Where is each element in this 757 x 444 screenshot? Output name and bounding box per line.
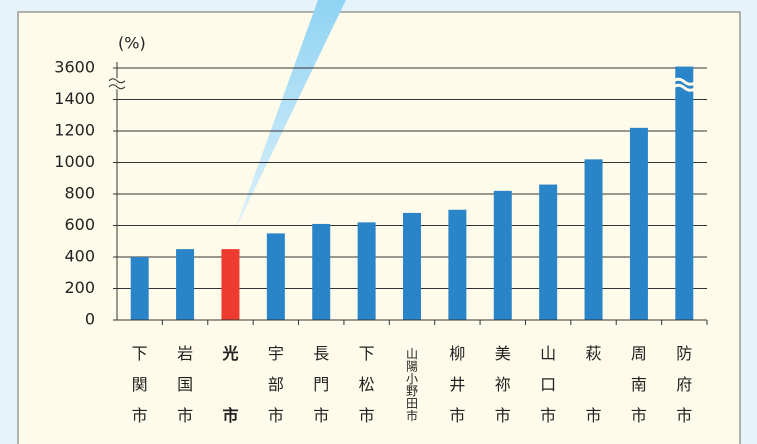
x-tick-label: 宇部市 bbox=[268, 344, 284, 425]
y-tick-label: 200 bbox=[64, 278, 95, 297]
bar bbox=[403, 212, 421, 320]
y-tick-label: 1400 bbox=[54, 89, 95, 108]
y-tick-label: 600 bbox=[64, 215, 95, 234]
x-tick-label: 下関市 bbox=[132, 344, 148, 425]
x-tick-label: 美祢市 bbox=[495, 344, 511, 425]
bar bbox=[130, 257, 149, 320]
bar bbox=[629, 127, 648, 320]
y-tick-label: 800 bbox=[64, 184, 95, 203]
x-tick-label: 下松市 bbox=[359, 344, 375, 425]
x-tick-label: 周南市 bbox=[631, 344, 647, 425]
x-tick-label: 柳井市 bbox=[449, 344, 465, 425]
bar bbox=[584, 159, 603, 320]
y-tick-label: 3600 bbox=[54, 58, 95, 77]
x-tick-label: 山口市 bbox=[540, 344, 556, 425]
x-tick-label: 山陽小野田市 bbox=[406, 347, 418, 423]
bar bbox=[448, 209, 467, 320]
bar bbox=[266, 233, 285, 320]
y-tick-label: 1200 bbox=[54, 121, 95, 140]
chart-frame bbox=[17, 11, 741, 444]
y-tick-label: 400 bbox=[64, 247, 95, 266]
y-unit: (%) bbox=[118, 34, 146, 53]
x-tick-label: 防府市 bbox=[676, 344, 692, 425]
bar bbox=[493, 190, 512, 320]
bar bbox=[312, 223, 331, 320]
callout-beam bbox=[234, 0, 346, 232]
bar bbox=[539, 184, 558, 320]
bar bbox=[221, 249, 240, 320]
bar bbox=[176, 249, 195, 320]
y-tick-label: 0 bbox=[85, 310, 95, 329]
axis-break-line bbox=[108, 78, 126, 90]
bar bbox=[357, 222, 376, 320]
x-tick-label: 長門市 bbox=[313, 344, 329, 425]
x-tick-label: 光市 bbox=[221, 344, 238, 425]
bar bbox=[675, 66, 694, 321]
y-tick-label: 1000 bbox=[54, 152, 95, 171]
x-tick-label: 萩市 bbox=[586, 344, 602, 425]
x-tick-label: 岩国市 bbox=[177, 344, 193, 425]
break-mark bbox=[671, 77, 698, 92]
